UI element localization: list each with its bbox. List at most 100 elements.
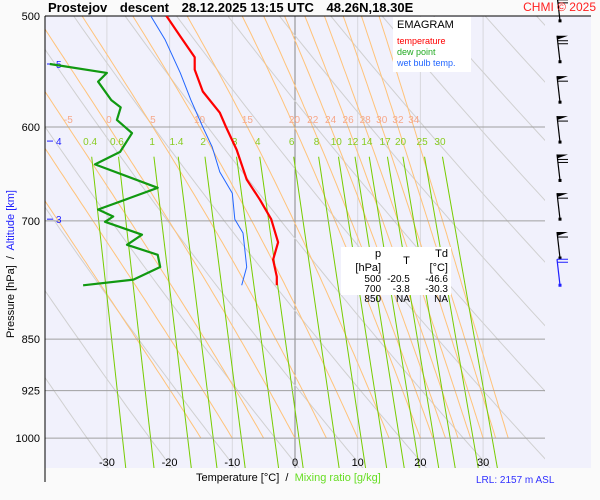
dry-adiabat-line (45, 289, 173, 468)
wet-bulb-temp-profile-line (150, 16, 248, 286)
wind-barb-station-dot (558, 140, 562, 144)
y-axis-label: Pressure [hPa] / Altitude [km] (5, 179, 17, 349)
wind-barb-staff (556, 231, 561, 259)
wind-barb-pennant (557, 154, 568, 159)
pressure-tick-label: 600 (22, 122, 40, 134)
table-row: 850 NA NA (345, 295, 451, 305)
dry-adiabat-line (484, 16, 545, 83)
station-coords: 48.26N,18.30E (326, 0, 414, 15)
sounding-mode: descent (119, 0, 170, 15)
cell: 700 (364, 284, 382, 295)
x-axis-label: Temperature [°C] / Mixing ratio [g/kg] (196, 472, 381, 484)
mixing-ratio-label: 10 (331, 137, 343, 148)
wind-barb-pennant (557, 76, 568, 81)
moist-adiabat-label: 0 (106, 115, 112, 126)
pressure-tick-label: 700 (22, 216, 40, 228)
plot-background (45, 16, 591, 468)
moist-adiabat-line (81, 16, 327, 439)
wind-barb (556, 231, 568, 260)
moist-adiabat-label: 26 (343, 115, 355, 126)
pressure-tick-label: 500 (22, 11, 40, 23)
mixing-ratio-line (354, 156, 405, 468)
legend-temperature: temperature (397, 36, 446, 46)
mixing-ratio-label: 30 (434, 137, 446, 148)
mixing-ratio-line (337, 156, 388, 468)
pressure-tick-label: 850 (22, 334, 40, 346)
moist-adiabat-label: 20 (289, 115, 301, 126)
cell: -20.5 (387, 274, 410, 285)
copyright: CHMI © 2025 (523, 0, 596, 14)
moist-adiabat-line (342, 16, 484, 439)
moist-adiabat-label: 32 (392, 115, 404, 126)
temperature-tick-label: -20 (162, 457, 178, 469)
mixing-ratio-label: 25 (417, 137, 429, 148)
wind-barb-staff (556, 259, 561, 286)
cell: 850 (364, 294, 382, 305)
moist-adiabat-line (45, 90, 265, 439)
pressure-tick-label: 1000 (16, 433, 40, 445)
temperature-tick-label: -10 (224, 457, 240, 469)
wind-barb-staff (556, 116, 561, 143)
y-label-separator: / (5, 256, 17, 260)
temperature-tick-label: -30 (99, 457, 115, 469)
moist-adiabat-line (263, 16, 434, 439)
temperature-profile-line (165, 16, 280, 286)
moist-adiabat-label: 22 (307, 115, 319, 126)
mixing-ratio-line (177, 156, 218, 468)
mixing-ratio-label: 1.4 (170, 137, 184, 148)
wind-barb-station-dot (558, 283, 562, 287)
mixing-ratio-line (424, 156, 479, 468)
mixing-ratio-line (386, 156, 440, 468)
mixing-ratio-label: 0.6 (110, 137, 124, 148)
mixing-ratio-line (259, 156, 304, 468)
mixing-ratio-label: 17 (380, 137, 392, 148)
wind-barb-staff (556, 154, 561, 181)
dry-adiabat-line (45, 206, 237, 468)
wind-barb (556, 116, 568, 144)
mixing-ratio-line (118, 156, 155, 468)
moist-adiabat-line (323, 16, 472, 439)
moist-adiabat-line (304, 16, 459, 439)
mixing-ratio-label: 4 (255, 137, 261, 148)
cell: -30.3 (425, 284, 448, 295)
wind-barb (556, 0, 568, 23)
lrl-info: LRL: 2157 m ASL (476, 475, 555, 486)
mixing-ratio-line (293, 156, 340, 468)
wind-barb-pennant (557, 35, 568, 40)
background-lines (45, 16, 545, 468)
y-label-pressure: Pressure [hPa] (5, 265, 17, 338)
wind-barb-station-dot (558, 60, 562, 64)
wind-barb-pennant (557, 116, 568, 121)
cell: 500 (364, 274, 382, 285)
col-td: Td [°C] (429, 248, 448, 274)
mixing-ratio-label: 12 (347, 137, 359, 148)
dry-adiabat-line (432, 16, 545, 142)
station-name: Prostejov (48, 0, 108, 15)
legend-dew-point: dew point (397, 47, 436, 57)
mixing-ratio-line (318, 156, 367, 468)
y-label-altitude: Altitude [km] (5, 190, 17, 251)
wind-barb-pennant (557, 232, 568, 237)
values-table: p [hPa] T Td [°C] 500 -20.5 -46.6 700 -3… (341, 247, 451, 305)
sounding-datetime: 28.12.2025 13:15 UTC (181, 0, 314, 15)
moist-adiabat-line (45, 28, 296, 439)
legend-title: EMAGRAM (397, 19, 454, 31)
mixing-ratio-label: 8 (314, 137, 320, 148)
dry-adiabat-line (278, 16, 545, 327)
moist-adiabat-label: 28 (360, 115, 372, 126)
moist-adiabat-label: -5 (64, 115, 73, 126)
cell: NA (434, 294, 448, 305)
moist-adiabat-label: 30 (376, 115, 388, 126)
moist-adiabat-line (132, 16, 359, 439)
wind-barb (556, 35, 568, 64)
mixing-ratio-label: 3 (232, 137, 238, 148)
moist-adiabat-label: 5 (150, 115, 156, 126)
wind-barb-station-dot (558, 19, 562, 23)
moist-adiabat-line (378, 16, 509, 439)
cell: -3.8 (392, 284, 410, 295)
profiles (49, 16, 280, 287)
mixing-ratio-label: 20 (395, 137, 407, 148)
altitude-tick-label: 3 (56, 215, 62, 226)
dry-adiabat-line (45, 125, 300, 468)
